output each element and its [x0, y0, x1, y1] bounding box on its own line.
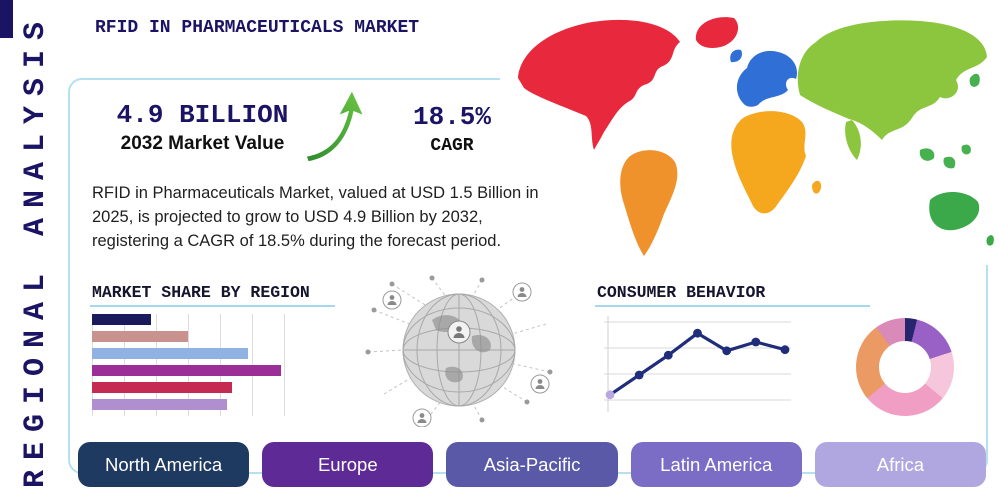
line-point-2: [634, 370, 644, 380]
market-share-bar-3: [92, 348, 248, 359]
continent-africa: [731, 111, 806, 214]
network-nodes: [365, 275, 553, 423]
line-point-3: [663, 350, 673, 360]
market-share-bar-5: [92, 382, 233, 393]
donut-hole: [879, 341, 931, 393]
consumer-behavior-heading: CONSUMER BEHAVIOR: [597, 283, 766, 302]
market-value-label: 2032 Market Value: [120, 133, 285, 154]
continent-europe: [736, 50, 798, 107]
island-britain: [730, 49, 742, 63]
market-share-bar-6: [92, 399, 227, 410]
cagr-stat: 18.5% CAGR: [392, 102, 512, 156]
market-value-stat: 4.9 BILLION 2032 Market Value: [95, 100, 310, 155]
continent-asia: [797, 20, 987, 160]
continent-north-america: [518, 19, 680, 150]
user-node-icons: [382, 282, 550, 427]
market-share-bar-chart: [92, 314, 287, 416]
line-point-5: [722, 346, 732, 356]
market-share-bar-1: [92, 314, 151, 325]
vertical-section-label: REGIONAL ANALYSIS: [19, 11, 53, 489]
market-share-underline: [90, 305, 335, 307]
island-new-zealand: [986, 235, 994, 246]
corner-accent: [0, 0, 13, 38]
continent-australia: [929, 191, 980, 231]
market-value-number: 4.9 BILLION: [116, 100, 289, 130]
islands-southeast-asia: [919, 144, 971, 169]
region-button-latin-america[interactable]: Latin America: [630, 442, 802, 487]
globe-network-graphic: [365, 275, 553, 427]
region-buttons: North America Europe Asia-Pacific Latin Ame…: [78, 442, 987, 487]
island-madagascar: [812, 180, 822, 194]
growth-arrow-icon: [305, 88, 366, 163]
line-point-1: [605, 390, 615, 400]
continent-south-america: [620, 150, 678, 256]
island-greenland: [695, 17, 739, 48]
island-japan: [969, 73, 980, 87]
cagr-number: 18.5%: [412, 102, 491, 132]
line-point-4: [693, 328, 702, 338]
region-button-asia-pacific[interactable]: Asia-Pacific: [446, 442, 618, 487]
line-point-7: [780, 345, 790, 355]
market-share-bar-2: [92, 331, 188, 342]
region-button-africa[interactable]: Africa: [814, 442, 987, 487]
market-share-donut-chart: [856, 318, 954, 416]
consumer-behavior-line-chart: [604, 316, 791, 412]
market-share-bar-4: [92, 365, 282, 376]
page-title: RFID IN PHARMACEUTICALS MARKET: [95, 18, 420, 38]
cagr-label: CAGR: [430, 136, 474, 156]
region-button-europe[interactable]: Europe: [262, 442, 434, 487]
market-share-heading: MARKET SHARE BY REGION: [92, 283, 310, 302]
region-button-north-america[interactable]: North America: [78, 442, 250, 487]
market-description: RFID in Pharmaceuticals Market, valued a…: [92, 184, 539, 250]
consumer-behavior-underline: [595, 305, 870, 307]
line-point-6: [751, 337, 761, 347]
world-map: [500, 0, 1000, 265]
